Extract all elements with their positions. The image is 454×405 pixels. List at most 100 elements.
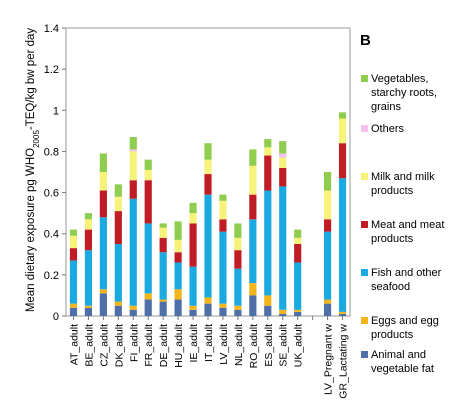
legend-swatch <box>361 221 368 228</box>
bar-segment <box>189 266 197 306</box>
bar-segment <box>189 309 197 316</box>
bar-segment <box>323 172 332 191</box>
x-tick-label: IT_adult <box>203 324 215 362</box>
bar-segment <box>234 223 242 238</box>
x-tick-label: FR_adult <box>143 324 155 367</box>
y-tick-label: 1.2 <box>44 64 59 76</box>
x-tick-label: DK_adult <box>113 324 125 367</box>
bar-segment <box>219 303 227 308</box>
bar-segment <box>129 151 137 181</box>
legend-label: Vegetables, starchy roots, grains <box>371 73 438 113</box>
bar-segment <box>323 219 332 232</box>
bar-segment <box>159 227 167 238</box>
bar-segment <box>294 244 302 263</box>
x-tick-label: LV_Pregnant w <box>323 324 335 395</box>
bar-segment <box>174 221 182 240</box>
bar-segment <box>99 153 107 172</box>
bar-segment <box>99 217 107 290</box>
bar-segment <box>174 239 182 253</box>
bar-segment <box>279 141 287 154</box>
legend-label: Animal and vegetable fat <box>371 349 434 375</box>
legend-label: Others <box>371 123 405 135</box>
x-tick-label: DE_adult <box>158 324 170 367</box>
bar-segment <box>174 299 182 316</box>
bar-segment <box>294 262 302 310</box>
x-tick-label: GR_Lactating w <box>338 324 350 399</box>
bar-segment <box>69 303 78 308</box>
y-tick-label: 0.6 <box>44 188 59 200</box>
x-tick-label: FI_adult <box>128 324 140 362</box>
bar-segment <box>129 198 137 306</box>
bar-segment <box>159 299 167 302</box>
legend-label: Eggs and egg products <box>371 315 439 341</box>
bar-segment <box>69 235 78 249</box>
bar-segment <box>84 250 93 306</box>
bar-segment <box>204 297 212 304</box>
x-tick-label: UK_adult <box>293 324 305 367</box>
bar-segment <box>114 305 122 316</box>
bar-segment <box>99 293 107 316</box>
bar-segment <box>159 252 167 300</box>
bar-segment <box>114 211 122 244</box>
x-tick-label: IE_adult <box>188 324 200 363</box>
bar-segment <box>144 223 152 294</box>
bar-stacks <box>69 112 347 316</box>
bar-segment <box>129 137 137 150</box>
bar-segment <box>249 165 257 195</box>
bar-segment <box>129 149 137 152</box>
bar-segment <box>338 143 347 179</box>
legend-swatch <box>361 125 368 132</box>
bar-segment <box>219 219 227 232</box>
bar-segment <box>279 313 287 316</box>
legend-label: Milk and milk products <box>371 171 435 197</box>
bar-segment <box>279 309 287 314</box>
bar-segment <box>219 231 227 304</box>
x-tick-label: ES_adult <box>263 324 275 367</box>
bar-segment <box>144 159 152 170</box>
x-tick-label: NL_adult <box>233 324 245 366</box>
bar-segment <box>294 229 302 238</box>
bar-segment <box>99 190 107 218</box>
bar-segment <box>249 295 257 316</box>
bar-segment <box>234 250 242 269</box>
y-tick-label: 0.4 <box>44 229 59 241</box>
bar-segment <box>144 180 152 224</box>
bar-segment <box>264 190 272 296</box>
bar-segment <box>264 295 272 306</box>
legend-swatch <box>361 269 368 276</box>
x-tick-label: BE_adult <box>83 324 95 367</box>
bar-segment <box>323 299 332 304</box>
bar-segment <box>84 213 93 220</box>
axes <box>62 27 344 320</box>
legend-label: Fish and other seafood <box>371 267 442 293</box>
panel-label: B <box>360 32 371 49</box>
bar-segment <box>323 231 332 300</box>
bar-segment <box>219 307 227 316</box>
bar-segment <box>234 237 242 251</box>
y-tick-label: 1.4 <box>44 23 59 35</box>
bar-segment <box>174 252 182 263</box>
bar-segment <box>338 313 347 316</box>
bar-segment <box>159 301 167 316</box>
x-tick-label: CZ_adult <box>98 324 110 367</box>
bar-segment <box>189 202 197 214</box>
bar-segment <box>234 268 242 306</box>
bar-segment <box>264 147 272 156</box>
y-axis-label: Mean dietary exposure pg WHO2005-TEQ/kg … <box>25 28 41 313</box>
bar-segment <box>189 223 197 267</box>
legend-label: Meat and meat products <box>371 219 445 245</box>
legend-swatch <box>361 351 368 358</box>
bar-segment <box>338 178 347 312</box>
bar-segment <box>204 194 212 298</box>
bar-segment <box>159 237 167 253</box>
bar-segment <box>99 172 107 191</box>
bar-segment <box>279 186 287 310</box>
bar-segment <box>189 213 197 224</box>
bar-segment <box>114 196 122 212</box>
bar-segment <box>114 301 122 306</box>
legend-swatch <box>361 317 368 324</box>
bar-segment <box>249 149 257 166</box>
bar-segment <box>294 311 302 316</box>
bar-segment <box>219 194 227 201</box>
bar-segment <box>159 223 167 228</box>
